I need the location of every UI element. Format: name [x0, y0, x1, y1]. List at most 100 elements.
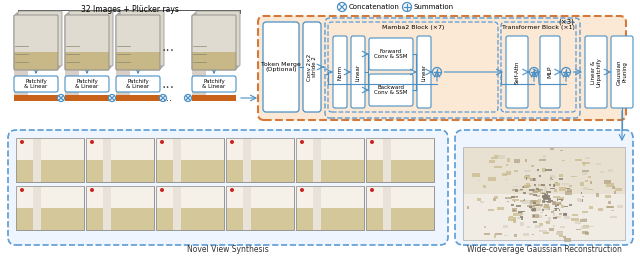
FancyBboxPatch shape	[545, 204, 549, 208]
FancyBboxPatch shape	[564, 238, 571, 242]
Bar	[529, 189, 531, 191]
Bar	[542, 209, 545, 211]
Bar	[226, 208, 294, 230]
FancyBboxPatch shape	[555, 182, 558, 183]
FancyBboxPatch shape	[580, 219, 587, 222]
FancyBboxPatch shape	[524, 176, 529, 179]
FancyBboxPatch shape	[584, 218, 588, 220]
Bar	[226, 186, 294, 230]
FancyBboxPatch shape	[540, 204, 542, 207]
FancyBboxPatch shape	[515, 210, 516, 212]
FancyBboxPatch shape	[560, 226, 565, 228]
FancyBboxPatch shape	[493, 155, 499, 157]
Circle shape	[90, 140, 94, 144]
Bar	[192, 95, 236, 101]
Bar	[14, 52, 58, 70]
FancyBboxPatch shape	[509, 216, 513, 217]
Bar	[550, 188, 555, 189]
FancyBboxPatch shape	[516, 217, 520, 218]
Bar	[511, 204, 514, 206]
Bar	[521, 217, 523, 220]
FancyBboxPatch shape	[502, 173, 507, 176]
Bar	[529, 206, 532, 208]
FancyBboxPatch shape	[512, 199, 519, 201]
Bar	[296, 186, 364, 208]
Bar	[65, 70, 79, 97]
Bar	[33, 138, 41, 182]
FancyBboxPatch shape	[588, 226, 594, 227]
Bar	[555, 205, 557, 207]
Bar	[547, 200, 551, 203]
FancyBboxPatch shape	[16, 13, 60, 68]
FancyBboxPatch shape	[540, 192, 545, 194]
Text: Summation: Summation	[414, 4, 454, 10]
Bar	[536, 188, 539, 190]
FancyBboxPatch shape	[605, 206, 612, 208]
FancyBboxPatch shape	[513, 186, 518, 187]
Bar	[463, 147, 625, 240]
Text: (×3): (×3)	[558, 19, 574, 25]
Bar	[243, 186, 251, 230]
FancyBboxPatch shape	[527, 226, 531, 228]
FancyBboxPatch shape	[527, 205, 535, 207]
FancyBboxPatch shape	[582, 161, 590, 164]
FancyBboxPatch shape	[552, 201, 556, 205]
FancyBboxPatch shape	[605, 195, 611, 198]
FancyBboxPatch shape	[511, 189, 516, 191]
Bar	[520, 189, 523, 190]
Bar	[564, 206, 568, 207]
FancyBboxPatch shape	[578, 199, 582, 202]
Text: Token Merge
(Optional): Token Merge (Optional)	[261, 62, 301, 72]
FancyBboxPatch shape	[563, 236, 566, 238]
Bar	[192, 15, 236, 70]
FancyBboxPatch shape	[533, 192, 538, 193]
FancyBboxPatch shape	[526, 183, 530, 185]
FancyBboxPatch shape	[585, 36, 607, 108]
FancyBboxPatch shape	[65, 76, 109, 92]
FancyBboxPatch shape	[559, 187, 566, 191]
Bar	[296, 138, 364, 182]
FancyBboxPatch shape	[583, 225, 589, 228]
FancyBboxPatch shape	[559, 234, 563, 236]
Circle shape	[160, 140, 164, 144]
FancyBboxPatch shape	[532, 214, 539, 218]
Bar	[156, 186, 224, 208]
Bar	[383, 138, 391, 182]
Bar	[116, 15, 160, 70]
FancyBboxPatch shape	[572, 214, 579, 216]
FancyBboxPatch shape	[506, 164, 508, 166]
FancyBboxPatch shape	[483, 185, 486, 188]
Bar	[243, 138, 251, 182]
Bar	[514, 201, 515, 202]
FancyBboxPatch shape	[609, 201, 611, 204]
FancyBboxPatch shape	[517, 190, 523, 191]
Bar	[366, 186, 434, 230]
Bar	[553, 184, 556, 187]
FancyBboxPatch shape	[553, 213, 556, 216]
FancyBboxPatch shape	[116, 76, 160, 92]
Bar	[173, 138, 181, 182]
FancyBboxPatch shape	[192, 15, 236, 70]
Circle shape	[90, 188, 94, 192]
Bar	[16, 160, 84, 182]
FancyBboxPatch shape	[554, 216, 558, 218]
FancyBboxPatch shape	[568, 185, 572, 187]
FancyBboxPatch shape	[524, 185, 530, 187]
FancyBboxPatch shape	[608, 169, 613, 172]
FancyBboxPatch shape	[508, 217, 516, 221]
Bar	[366, 208, 434, 230]
Bar	[550, 200, 553, 203]
Bar	[366, 138, 434, 182]
FancyBboxPatch shape	[571, 218, 579, 222]
FancyBboxPatch shape	[612, 186, 615, 189]
FancyBboxPatch shape	[611, 36, 633, 108]
Bar	[543, 195, 546, 197]
Bar	[16, 208, 84, 230]
Bar	[156, 138, 224, 160]
FancyBboxPatch shape	[504, 225, 508, 228]
FancyBboxPatch shape	[455, 130, 633, 245]
FancyBboxPatch shape	[535, 187, 538, 191]
Bar	[516, 206, 521, 207]
FancyBboxPatch shape	[536, 204, 543, 206]
FancyBboxPatch shape	[514, 159, 520, 163]
